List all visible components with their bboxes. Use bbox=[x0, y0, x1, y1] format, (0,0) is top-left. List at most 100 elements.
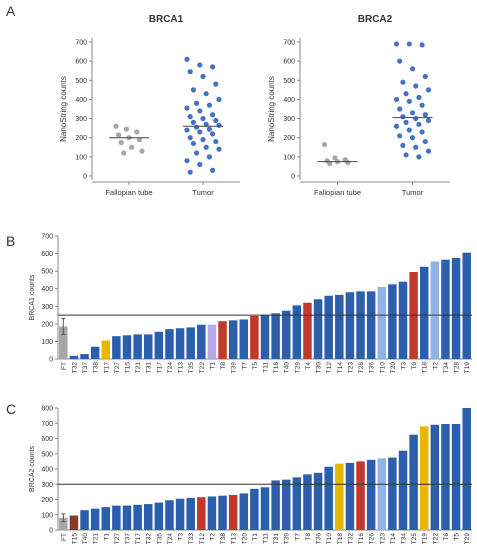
x-tick-label: T13 bbox=[231, 533, 238, 545]
dot bbox=[121, 150, 127, 156]
bar bbox=[462, 252, 471, 359]
bar bbox=[239, 319, 249, 359]
bar bbox=[207, 496, 217, 530]
x-tick-label: FT bbox=[61, 362, 68, 370]
dot bbox=[327, 160, 333, 167]
dot bbox=[129, 144, 135, 150]
bar bbox=[303, 302, 312, 359]
x-tick-label: T17 bbox=[156, 362, 163, 374]
x-tick-label: T18 bbox=[337, 533, 344, 545]
x-tick-label: T39 bbox=[284, 533, 291, 545]
bar bbox=[80, 510, 89, 530]
dot bbox=[216, 96, 222, 103]
y-tick-label: 100 bbox=[283, 154, 295, 161]
x-tick-label: T10 bbox=[379, 362, 386, 374]
bar bbox=[59, 326, 68, 359]
y-tick-label: 0 bbox=[49, 528, 53, 535]
dot bbox=[203, 91, 209, 97]
x-tick-label: T18 bbox=[422, 362, 429, 374]
x-tick-label: T15 bbox=[125, 362, 132, 374]
bar bbox=[388, 457, 397, 530]
y-tick-label: 200 bbox=[75, 135, 87, 142]
dot bbox=[210, 131, 216, 137]
dot bbox=[206, 126, 212, 132]
dot bbox=[403, 152, 409, 158]
x-tick-label: T32 bbox=[347, 533, 354, 545]
chart-title: BRCA1 bbox=[149, 14, 184, 25]
bar bbox=[441, 259, 450, 359]
dot bbox=[393, 41, 400, 47]
bar bbox=[175, 498, 185, 530]
bar bbox=[101, 340, 111, 359]
dot bbox=[197, 108, 203, 114]
x-tick-label: T1 bbox=[252, 533, 259, 541]
x-tick-label: T14 bbox=[390, 533, 397, 545]
x-tick-label: T11 bbox=[263, 533, 270, 544]
panel-label: B bbox=[6, 233, 15, 249]
x-tick-label: T32 bbox=[71, 362, 78, 374]
x-tick-label: T31 bbox=[273, 533, 280, 545]
bar bbox=[430, 424, 440, 530]
bar bbox=[122, 335, 132, 359]
x-tick-label: T15 bbox=[71, 533, 78, 545]
x-tick-label: T19 bbox=[422, 533, 429, 545]
y-tick-label: 400 bbox=[41, 286, 53, 293]
x-tick-label: T23 bbox=[379, 533, 386, 545]
bar bbox=[165, 329, 174, 359]
x-tick-label: T36 bbox=[316, 533, 323, 545]
dot bbox=[184, 105, 190, 111]
y-tick-label: 500 bbox=[75, 78, 87, 85]
bar bbox=[335, 463, 344, 530]
dot bbox=[403, 91, 409, 97]
x-tick-label: Tumor bbox=[192, 188, 214, 197]
y-tick-label: 100 bbox=[41, 512, 53, 519]
bar bbox=[281, 479, 291, 530]
bar bbox=[250, 488, 259, 530]
x-tick-label: T20 bbox=[241, 533, 248, 545]
bar bbox=[377, 286, 387, 359]
bar bbox=[356, 461, 365, 530]
x-tick-label: T17 bbox=[103, 362, 110, 374]
x-tick-label: Tumor bbox=[402, 188, 424, 197]
dot bbox=[206, 102, 212, 108]
bar bbox=[292, 305, 302, 359]
y-tick-label: 0 bbox=[83, 174, 87, 181]
x-tick-label: T21 bbox=[135, 362, 142, 374]
y-tick-label: 500 bbox=[283, 78, 295, 85]
dot bbox=[197, 62, 203, 68]
y-tick-label: 100 bbox=[41, 339, 53, 346]
x-tick-label: T13 bbox=[178, 362, 185, 374]
dot bbox=[194, 124, 200, 130]
dot bbox=[190, 87, 196, 93]
y-tick-label: 400 bbox=[41, 467, 53, 474]
y-tick-label: 400 bbox=[75, 97, 87, 104]
y-axis-label: NanoString counts bbox=[267, 76, 276, 142]
x-tick-label: T21 bbox=[93, 533, 100, 545]
dot bbox=[187, 169, 193, 175]
x-tick-label: T24 bbox=[167, 533, 174, 545]
dot bbox=[419, 42, 425, 48]
x-tick-label: T38 bbox=[93, 362, 100, 374]
bar bbox=[292, 477, 302, 530]
panel-label: C bbox=[6, 401, 16, 417]
y-tick-label: 700 bbox=[41, 234, 53, 241]
dot bbox=[409, 110, 416, 116]
bar bbox=[356, 291, 365, 359]
bar bbox=[281, 310, 291, 359]
bar bbox=[197, 497, 206, 530]
x-tick-label: Fallopian tube bbox=[314, 188, 361, 197]
dot bbox=[210, 112, 216, 118]
bar bbox=[90, 346, 100, 359]
x-tick-label: T22 bbox=[432, 533, 439, 545]
x-tick-label: T20 bbox=[390, 362, 397, 374]
dot bbox=[425, 87, 432, 93]
y-axis-label: NanoString counts bbox=[59, 76, 68, 142]
bar bbox=[228, 320, 238, 359]
dot bbox=[213, 117, 219, 124]
x-tick-label: T27 bbox=[114, 362, 121, 374]
x-tick-label: T38 bbox=[220, 533, 227, 545]
bar bbox=[419, 266, 429, 359]
bar bbox=[112, 336, 121, 359]
x-tick-label: T16 bbox=[358, 533, 365, 545]
bar bbox=[228, 494, 238, 530]
